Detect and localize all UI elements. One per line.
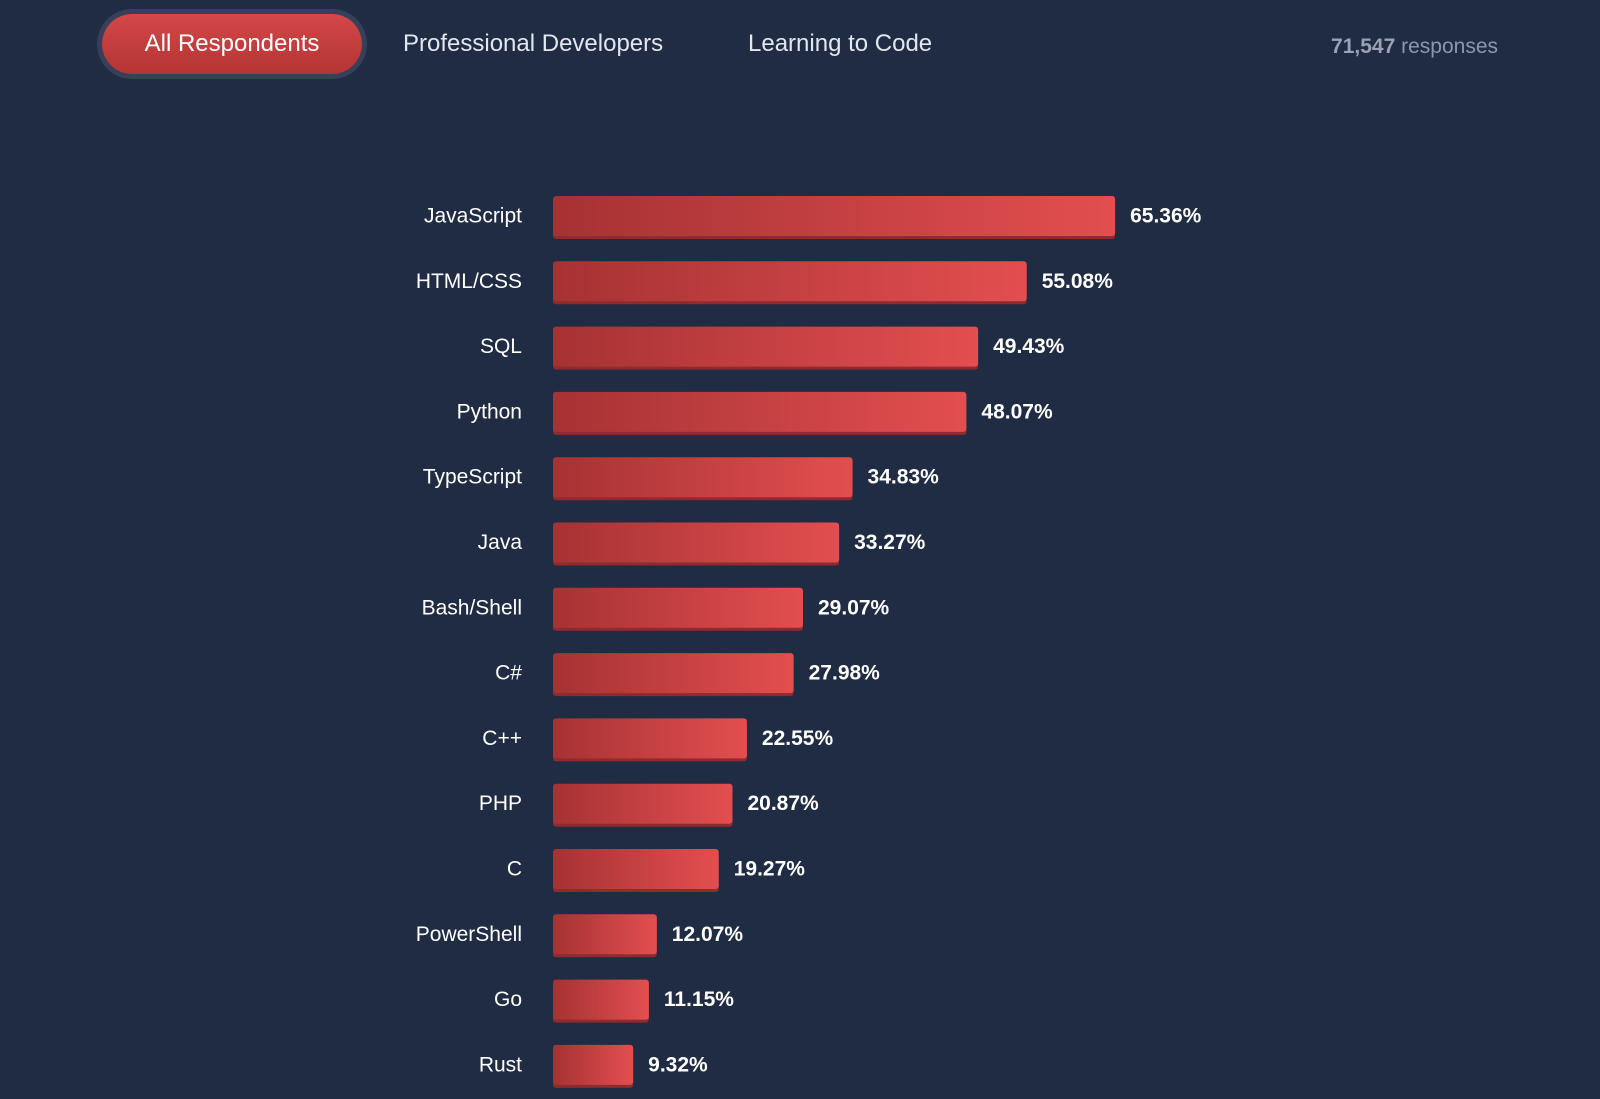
response-count-number: 71,547 bbox=[1331, 35, 1396, 58]
bar[interactable] bbox=[553, 1044, 634, 1085]
value-label: 33.27% bbox=[854, 531, 926, 554]
bar[interactable] bbox=[553, 391, 967, 432]
value-label: 11.15% bbox=[664, 988, 734, 1011]
value-label: 34.83% bbox=[868, 466, 940, 489]
category-label: Python bbox=[457, 400, 522, 423]
category-label: Go bbox=[494, 988, 522, 1011]
tab-learning-to-code[interactable]: Learning to Code bbox=[748, 30, 933, 57]
value-label: 48.07% bbox=[981, 400, 1053, 423]
bar[interactable] bbox=[553, 326, 979, 367]
category-label: C# bbox=[495, 662, 522, 685]
bars-group: JavaScript 65.36% HTML/CSS 55.08% SQL 49.43% P… bbox=[416, 196, 1202, 1088]
value-label: 55.08% bbox=[1042, 270, 1114, 293]
value-label: 49.43% bbox=[993, 335, 1065, 358]
value-label: 27.98% bbox=[809, 662, 881, 685]
response-count-label: responses bbox=[1401, 35, 1498, 58]
bar[interactable] bbox=[553, 522, 840, 563]
category-label: PowerShell bbox=[416, 923, 522, 946]
category-label: TypeScript bbox=[423, 466, 522, 489]
value-label: 20.87% bbox=[747, 792, 819, 815]
bar[interactable] bbox=[553, 849, 719, 889]
category-label: JavaScript bbox=[424, 205, 522, 228]
category-label: HTML/CSS bbox=[416, 270, 522, 293]
category-label: Rust bbox=[479, 1053, 522, 1076]
value-label: 9.32% bbox=[648, 1053, 708, 1076]
tab-professional-developers[interactable]: Professional Developers bbox=[403, 30, 664, 57]
bar[interactable] bbox=[553, 783, 733, 824]
value-label: 12.07% bbox=[672, 923, 744, 946]
bar[interactable] bbox=[553, 196, 1116, 236]
category-label: Java bbox=[478, 531, 523, 554]
filter-bar: All Respondents Professional Developers … bbox=[0, 0, 1600, 100]
value-label: 29.07% bbox=[818, 596, 890, 619]
bar[interactable] bbox=[553, 914, 657, 955]
category-label: SQL bbox=[480, 335, 522, 358]
bar[interactable] bbox=[553, 979, 649, 1020]
bar[interactable] bbox=[553, 587, 804, 628]
category-label: C++ bbox=[482, 727, 522, 750]
value-label: 65.36% bbox=[1130, 205, 1202, 228]
value-label: 19.27% bbox=[734, 858, 806, 881]
response-count: 71,547 responses bbox=[1331, 30, 1498, 64]
category-label: Bash/Shell bbox=[422, 596, 522, 619]
bar[interactable] bbox=[553, 653, 794, 694]
tab-all-respondents[interactable]: All Respondents bbox=[102, 14, 362, 74]
bar[interactable] bbox=[553, 457, 853, 498]
bar[interactable] bbox=[553, 261, 1027, 302]
bar[interactable] bbox=[553, 718, 747, 759]
category-label: C bbox=[507, 858, 522, 881]
category-label: PHP bbox=[479, 792, 522, 815]
value-label: 22.55% bbox=[762, 727, 834, 750]
